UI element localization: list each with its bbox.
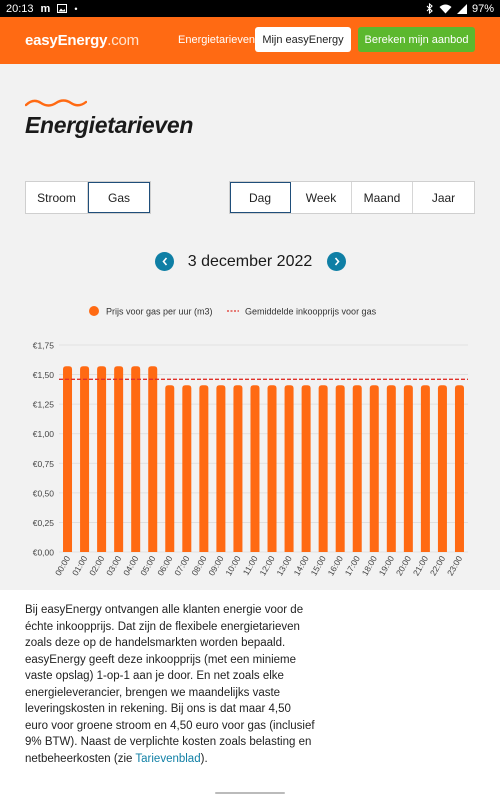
y-tick-label: €1,50 (33, 370, 55, 380)
previous-day-button[interactable] (155, 252, 174, 271)
bar-00:00[interactable] (63, 366, 73, 552)
y-tick-label: €0,50 (33, 488, 55, 498)
x-tick-label: 01:00 (70, 554, 89, 578)
x-tick-label: 23:00 (445, 554, 464, 578)
date-navigation: 3 december 2022 (0, 250, 500, 274)
bar-15:00[interactable] (318, 385, 328, 552)
bar-21:00[interactable] (420, 385, 430, 552)
info-section: Bij easyEnergy ontvangen alle klanten en… (0, 590, 500, 800)
bar-05:00[interactable] (148, 366, 158, 552)
x-tick-label: 16:00 (326, 554, 345, 578)
y-tick-label: €1,00 (33, 429, 55, 439)
wifi-icon (439, 4, 452, 14)
status-bar: 20:13 m • 97% (0, 0, 500, 17)
tab-gas[interactable]: Gas (88, 182, 150, 213)
bar-06:00[interactable] (165, 385, 175, 552)
info-text-tail: ). (200, 752, 208, 765)
y-tick-label: €0,00 (33, 548, 55, 558)
battery-level: 97% (471, 2, 494, 15)
chart-legend: Prijs voor gas per uur (m3) Gemiddelde i… (89, 306, 377, 317)
period-toggle: Dag Week Maand Jaar (229, 181, 475, 214)
tab-jaar[interactable]: Jaar (431, 190, 456, 205)
next-day-button[interactable] (327, 252, 346, 271)
x-tick-label: 08:00 (189, 554, 208, 578)
legend-label-price[interactable]: Prijs voor gas per uur (m3) (106, 307, 213, 317)
bar-10:00[interactable] (233, 385, 243, 552)
x-tick-label: 12:00 (257, 554, 276, 578)
bar-13:00[interactable] (284, 385, 294, 552)
x-tick-label: 22:00 (428, 554, 447, 578)
x-tick-label: 14:00 (292, 554, 311, 578)
x-tick-label: 13:00 (274, 554, 293, 578)
y-tick-label: €1,75 (33, 341, 55, 351)
gallery-icon (57, 4, 68, 13)
info-paragraph: Bij easyEnergy ontvangen alle klanten en… (25, 602, 315, 767)
bar-12:00[interactable] (267, 385, 277, 552)
x-tick-label: 11:00 (241, 554, 260, 577)
x-tick-label: 09:00 (206, 554, 225, 578)
x-tick-label: 00:00 (53, 554, 72, 578)
legend-marker-price (89, 306, 99, 316)
tab-stroom[interactable]: Stroom (26, 182, 88, 213)
x-tick-label: 18:00 (360, 554, 379, 578)
selected-date: 3 december 2022 (187, 253, 313, 270)
bar-07:00[interactable] (182, 385, 192, 552)
x-tick-label: 05:00 (138, 554, 157, 578)
bar-22:00[interactable] (437, 385, 447, 552)
x-tick-label: 07:00 (172, 554, 191, 578)
tab-week[interactable]: Week (291, 182, 352, 213)
energy-type-toggle: Stroom Gas (25, 181, 151, 214)
bar-01:00[interactable] (80, 366, 90, 552)
chevron-left-icon (161, 257, 167, 266)
bar-14:00[interactable] (301, 385, 311, 552)
bar-23:00[interactable] (454, 385, 464, 552)
x-tick-label: 15:00 (309, 554, 328, 578)
y-tick-label: €0,75 (33, 459, 55, 469)
bar-03:00[interactable] (114, 366, 124, 552)
legend-label-average[interactable]: Gemiddelde inkoopprijs voor gas (245, 307, 377, 317)
x-tick-label: 21:00 (411, 554, 430, 578)
bar-02:00[interactable] (97, 366, 107, 552)
brand-logo[interactable]: easyEnergy.com (25, 32, 139, 49)
clock: 20:13 (6, 2, 34, 15)
bar-11:00[interactable] (250, 385, 260, 552)
bar-04:00[interactable] (131, 366, 141, 552)
tarievenblad-link[interactable]: Tarievenblad (135, 752, 201, 765)
bar-09:00[interactable] (216, 385, 226, 552)
y-tick-label: €0,25 (33, 518, 55, 528)
tab-maand[interactable]: Maand (352, 182, 413, 213)
tab-dag[interactable]: Dag (230, 182, 291, 213)
x-tick-label: 03:00 (104, 554, 123, 578)
gesture-handle[interactable] (215, 792, 285, 794)
x-tick-label: 02:00 (87, 554, 106, 578)
nav-link-energietarieven[interactable]: Energietarieven (178, 34, 256, 46)
x-tick-label: 17:00 (343, 554, 362, 578)
dot-icon: • (74, 3, 78, 14)
bar-17:00[interactable] (352, 385, 362, 552)
my-account-button[interactable]: Mijn easyEnergy (255, 27, 351, 52)
bar-08:00[interactable] (199, 385, 209, 552)
page-title: Energietarieven (25, 112, 194, 138)
bar-19:00[interactable] (386, 385, 396, 552)
signal-icon (456, 3, 467, 14)
bluetooth-icon (426, 3, 434, 14)
bar-18:00[interactable] (369, 385, 379, 552)
calculate-offer-button[interactable]: Bereken mijn aanbod (358, 27, 475, 52)
x-tick-label: 20:00 (394, 554, 413, 578)
gas-price-chart: Prijs voor gas per uur (m3) Gemiddelde i… (33, 306, 468, 578)
x-tick-label: 04:00 (121, 554, 140, 578)
x-tick-label: 19:00 (377, 554, 396, 578)
bar-16:00[interactable] (335, 385, 345, 552)
site-header: easyEnergy.com Energietarieven Mijn easy… (0, 17, 500, 64)
y-tick-label: €1,25 (33, 400, 55, 410)
x-tick-label: 06:00 (155, 554, 174, 578)
info-text: Bij easyEnergy ontvangen alle klanten en… (25, 604, 315, 765)
carrier-icon: m (40, 2, 51, 15)
chevron-right-icon (334, 257, 340, 266)
x-tick-label: 10:00 (223, 554, 242, 578)
wave-decoration-icon (24, 95, 88, 113)
bar-20:00[interactable] (403, 385, 413, 552)
